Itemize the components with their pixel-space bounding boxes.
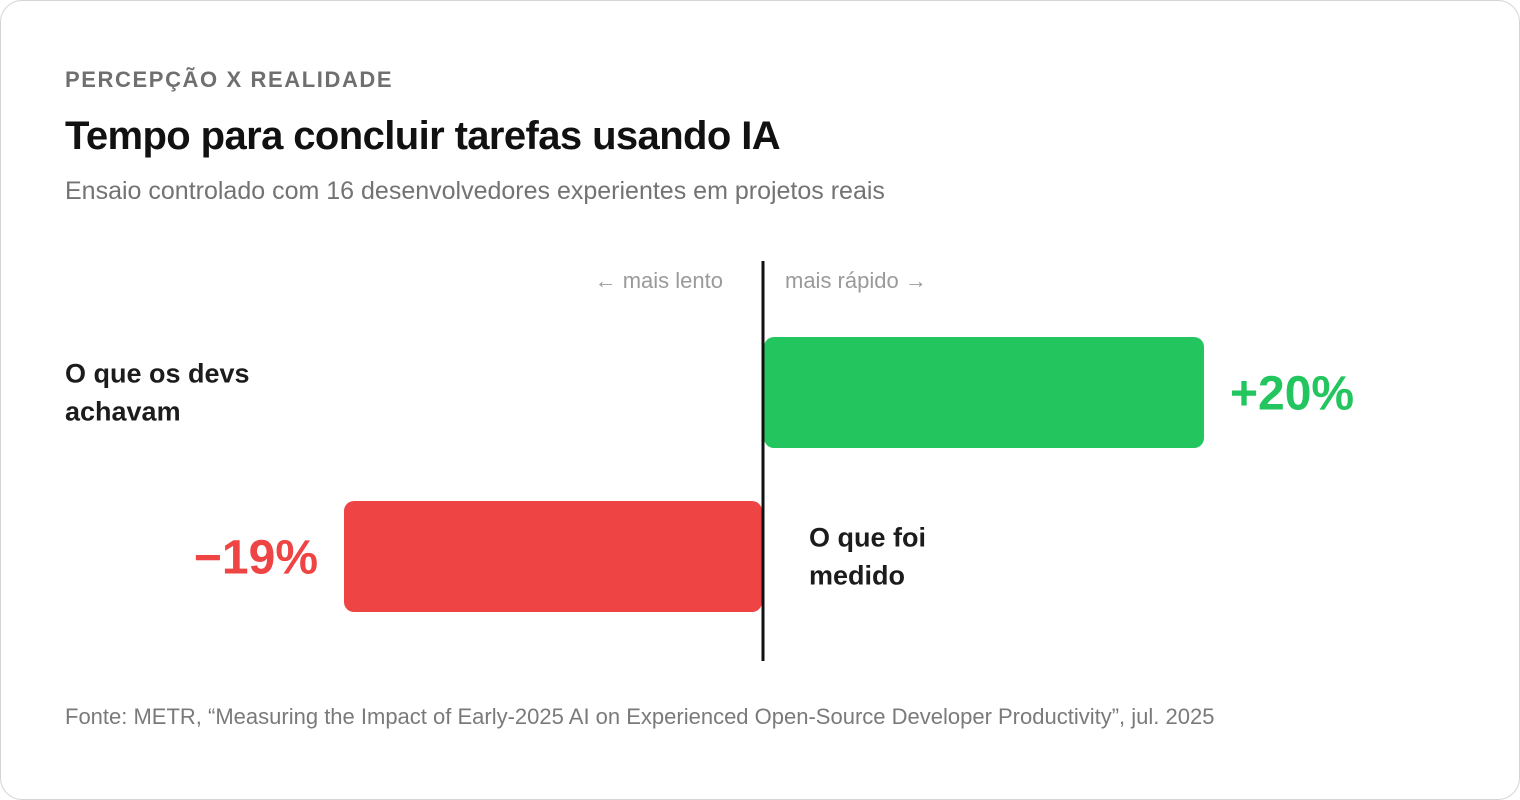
axis-note-slower: ← mais lento	[595, 268, 723, 293]
bar-perceived	[764, 337, 1204, 448]
value-label-measured: −19%	[194, 532, 318, 585]
chart-title: Tempo para concluir tarefas usando IA	[65, 114, 781, 158]
category-label-perceived: O que os devs achavam	[65, 359, 250, 427]
source-footnote: Fonte: METR, “Measuring the Impact of Ea…	[65, 704, 1215, 729]
chart-subtitle: Ensaio controlado com 16 desenvolvedores…	[65, 177, 885, 205]
chart-eyebrow: PERCEPÇÃO X REALIDADE	[65, 67, 394, 92]
value-label-perceived: +20%	[1230, 368, 1354, 421]
bar-measured	[344, 501, 762, 612]
axis-note-faster: mais rápido →	[785, 268, 927, 293]
category-label-measured: O que foi medido	[809, 523, 926, 591]
